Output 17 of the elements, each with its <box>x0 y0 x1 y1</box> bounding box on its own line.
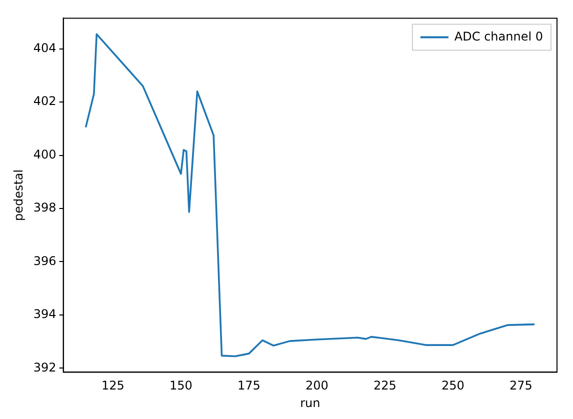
y-tick-label: 402 <box>33 94 56 108</box>
legend-label: ADC channel 0 <box>454 29 543 44</box>
x-tick-label: 225 <box>374 378 396 393</box>
y-tick-label: 398 <box>33 200 56 215</box>
y-tick-label: 404 <box>33 40 56 55</box>
x-tick-label: 250 <box>442 378 464 393</box>
x-tick-label: 150 <box>169 378 192 393</box>
x-tick-label: 200 <box>306 378 328 393</box>
x-tick-label: 175 <box>237 378 260 393</box>
x-axis-title: run <box>300 396 320 410</box>
y-tick-label: 394 <box>33 307 56 322</box>
y-axis-title: pedestal <box>11 169 26 222</box>
y-tick-label: 396 <box>33 254 56 268</box>
x-tick-label: 275 <box>510 378 532 393</box>
x-tick-label: 125 <box>101 378 124 393</box>
y-tick-label: 392 <box>33 360 56 374</box>
y-tick-label: 400 <box>33 147 56 162</box>
